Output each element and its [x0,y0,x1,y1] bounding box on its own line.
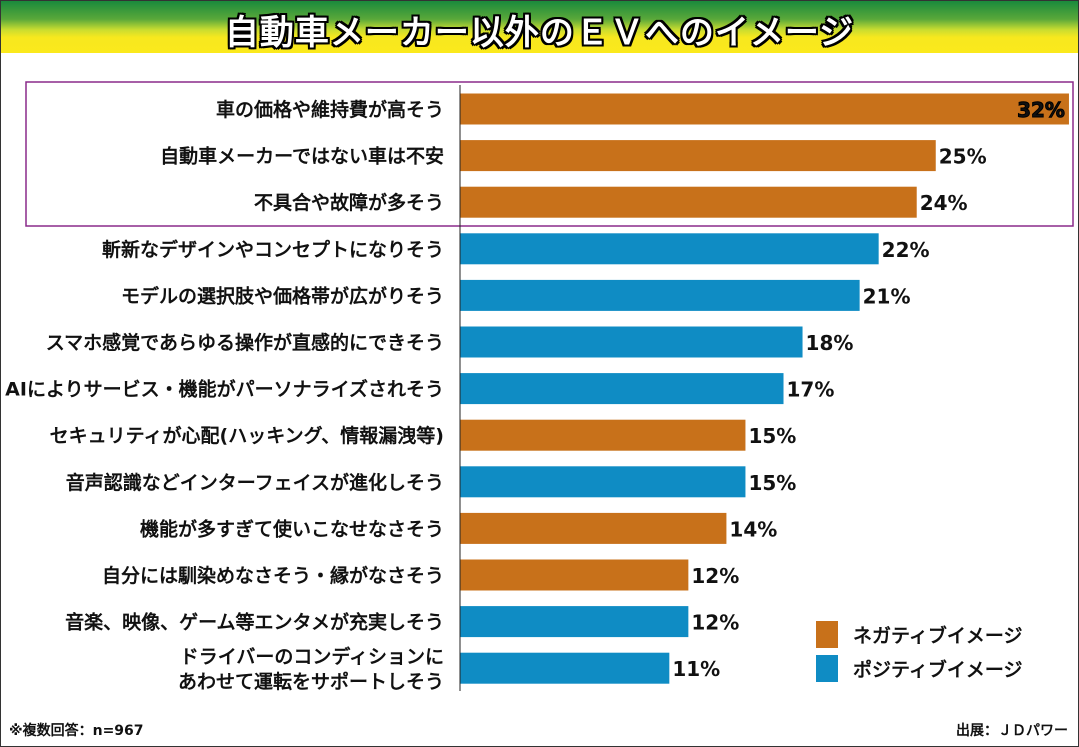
value-label: 17% [787,378,835,402]
value-label: 12% [691,564,739,588]
value-label: 25% [939,145,987,169]
bar-8 [460,419,746,451]
chart-title: 自動車メーカー以外のＥＶへのイメージ [224,13,855,53]
bar-10 [460,512,727,544]
value-label: 12% [691,611,739,635]
bar-13 [460,652,670,684]
value-label: 24% [920,191,968,215]
source-note: 出展：ＪＤパワー [956,723,1068,739]
legend-swatch-negative [816,621,838,648]
value-label: 18% [806,331,854,355]
bar-3 [460,186,917,218]
value-label: 21% [863,284,911,308]
category-label: 音楽、映像、ゲーム等エンタメが充実しそう [65,611,444,634]
bar-7 [460,373,784,405]
bar-12 [460,606,689,638]
category-label: スマホ感覚であらゆる操作が直感的にできそう [46,331,444,354]
legend-swatch-positive [816,655,838,682]
bar-6 [460,326,803,358]
value-label: 32% [1017,98,1065,122]
category-label: 不具合や故障が多そう [254,191,444,214]
value-label: 22% [882,238,930,262]
value-label: 15% [748,471,796,495]
bar-5 [460,279,860,311]
value-label: 14% [729,517,777,541]
category-label: セキュリティが心配(ハッキング、情報漏洩等) [50,424,444,447]
bar-9 [460,466,746,498]
category-label: 音声認識などインターフェイスが進化しそう [66,471,444,494]
legend-label-negative: ネガティブイメージ [853,624,1022,647]
title-bar: 自動車メーカー以外のＥＶへのイメージ [1,1,1078,53]
category-label: 斬新なデザインやコンセプトになりそう [102,238,444,261]
value-label: 15% [748,424,796,448]
highlight-box [25,81,1074,227]
legend-label-positive: ポジティブイメージ [853,658,1022,681]
category-label: AIによりサービス・機能がパーソナライズされそう [5,378,444,401]
category-label: 車の価格や維持費が高そう [216,98,444,121]
bar-2 [460,140,936,172]
category-label: 自分には馴染めなさそう・縁がなさそう [102,564,444,587]
category-label: モデルの選択肢や価格帯が広がりそう [121,284,444,307]
value-label: 11% [672,657,720,681]
bar-11 [460,559,689,591]
bar-1 [460,93,1069,125]
footnote: ※複数回答：n=967 [9,723,144,739]
category-label: 自動車メーカーではない車は不安 [160,145,444,168]
category-label: 機能が多すぎて使いこなせなさそう [140,517,444,540]
bar-4 [460,233,879,265]
category-label: ドライバーのコンディションにあわせて運転をサポートしそう [178,645,444,693]
